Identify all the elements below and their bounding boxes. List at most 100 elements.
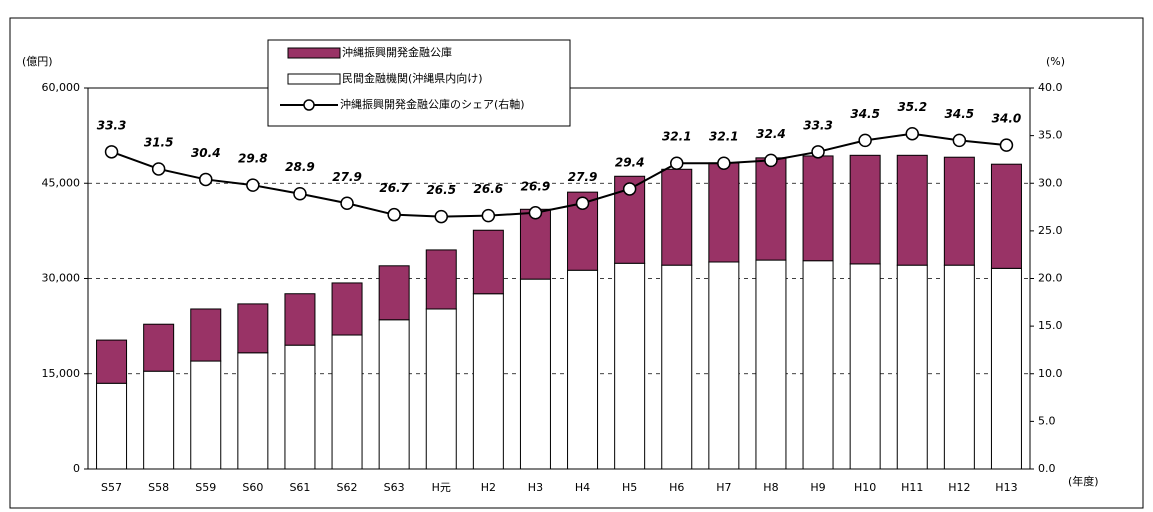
bar-segment [519,278,551,470]
y2-tick-label: 40.0 [1038,81,1063,94]
bar-segment [661,264,693,470]
bar-segment [896,154,928,266]
bar-segment [143,323,175,372]
share-point [151,162,166,176]
share-line [111,132,1007,218]
x-tick-label: H元 [432,481,451,494]
data-label: 31.5 [144,135,174,149]
bar-segment [708,162,740,263]
share-point [246,178,260,192]
x-unit: (年度) [1068,474,1099,488]
bar-segment [425,308,457,470]
bar-segment [284,293,316,346]
data-label: 32.4 [756,127,786,141]
x-tick-label: S62 [337,481,358,494]
x-tick-label: H9 [810,481,825,494]
share-point [764,153,778,168]
share-point [575,196,590,211]
x-tick-label: H7 [716,481,731,494]
y2-tick-label: 10.0 [1038,367,1063,380]
bar-segment [849,263,881,470]
bar-segment [96,382,128,470]
x-tick-label: S63 [384,481,405,494]
share-point [104,145,119,159]
bar-segment [143,370,175,470]
share-point [905,126,919,141]
x-tick-label: H8 [763,481,778,494]
x-tick-label: S60 [242,481,263,494]
bar-segment [472,293,504,470]
bar-segment [943,156,975,266]
share-point [717,156,731,170]
share-point [434,209,448,224]
legend-swatch [287,47,341,59]
y2-tick-label: 15.0 [1038,319,1063,332]
share-point [858,133,872,148]
y-tick-label: 30,000 [42,272,81,285]
bar-segment [519,208,551,280]
x-tick-label: H12 [948,481,970,494]
data-label: 32.1 [709,130,739,144]
share-point [811,145,825,159]
data-label: 26.7 [379,181,409,195]
x-tick-label: S57 [101,481,122,494]
share-point [199,172,213,187]
data-label: 27.9 [332,170,362,184]
x-tick-label: S58 [148,481,169,494]
x-tick-label: H5 [622,481,637,494]
data-label: 35.2 [897,100,927,114]
data-label: 27.9 [568,170,598,184]
bar-segment [708,261,740,470]
y-tick-label: 45,000 [42,176,81,189]
bar-segment [755,157,787,261]
bar-segment [237,303,269,354]
x-tick-label: H10 [854,481,876,494]
y2-tick-label: 25.0 [1038,224,1063,237]
data-label: 30.4 [191,146,221,160]
bar-segment [896,264,928,470]
legend-swatch [287,73,341,85]
legend-label: 沖縄振興開発金融公庫のシェア(右軸) [340,97,525,111]
data-label: 29.4 [615,155,645,169]
bar-segment [990,267,1022,470]
bar-segment [284,344,316,470]
bar-segment [96,339,128,384]
legend-label: 沖縄振興開発金融公庫 [342,45,452,59]
bar-segment [190,308,222,362]
data-label: 34.5 [850,107,880,121]
bar-segment [990,163,1022,269]
bar-segment [472,229,504,295]
bar-segment [802,155,834,262]
x-tick-label: H13 [995,481,1017,494]
x-tick-label: S61 [289,481,310,494]
data-label: 26.5 [426,183,456,197]
bar-segment [425,249,457,310]
x-tick-label: H11 [901,481,923,494]
bar-segment [190,360,222,470]
bar-segment [614,262,646,470]
bar-segment [567,269,599,470]
bar-segment [849,154,881,265]
data-label: 34.5 [945,107,975,121]
data-label: 32.1 [662,130,692,144]
y2-tick-label: 35.0 [1038,129,1063,142]
y-tick-label: 0 [73,462,80,475]
bar-segment [237,352,269,470]
share-point [952,133,967,148]
data-label: 33.3 [803,118,833,132]
share-point [481,208,496,223]
bar-segment [331,282,363,336]
y2-tick-label: 30.0 [1038,176,1063,189]
y-unit: (億円) [22,55,53,68]
bar-segment [802,260,834,470]
data-label: 26.6 [474,182,504,196]
share-point [293,186,307,201]
x-tick-label: H3 [528,481,543,494]
y2-tick-label: 5.0 [1038,414,1056,427]
bar-segment [943,264,975,470]
data-label: 26.9 [521,179,551,193]
bar-segment [378,265,410,321]
x-tick-label: H2 [481,481,496,494]
data-label: 33.3 [97,118,127,132]
